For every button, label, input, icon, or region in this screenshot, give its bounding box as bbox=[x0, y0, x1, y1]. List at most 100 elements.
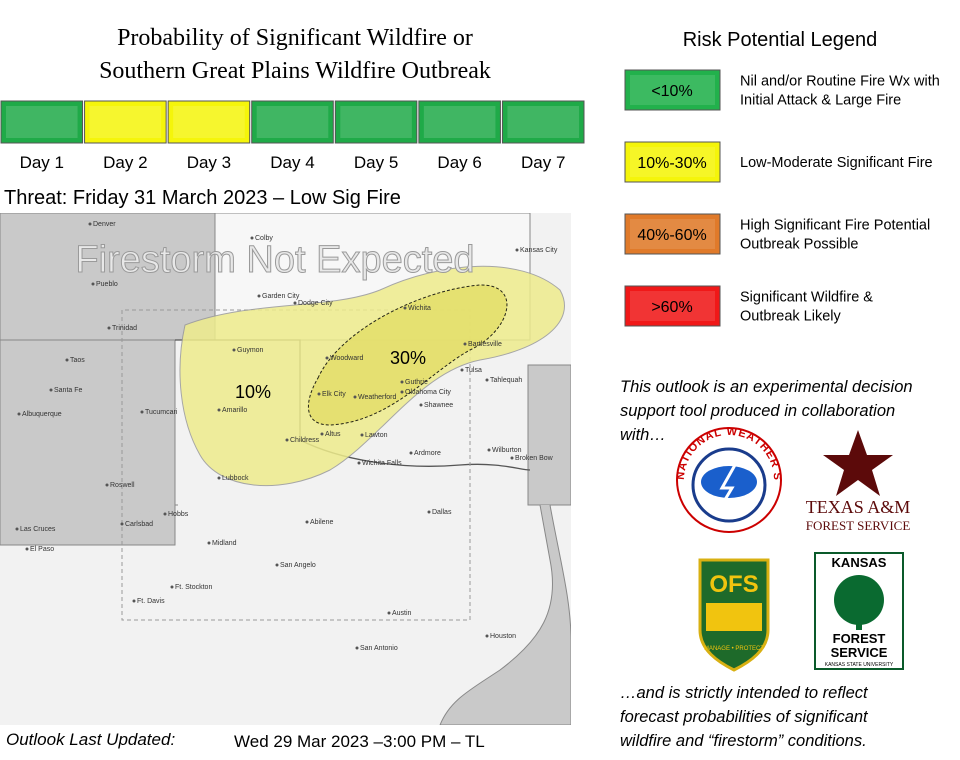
area-label: 10% bbox=[235, 382, 271, 402]
state-region bbox=[0, 504, 571, 725]
day-box-shine bbox=[423, 106, 496, 138]
day-box bbox=[334, 100, 418, 144]
closing-line: forecast probabilities of significant bbox=[620, 708, 869, 726]
city-label: Wichita Falls bbox=[362, 460, 402, 467]
logo-text: SERVICE bbox=[831, 645, 888, 660]
city-label: Tucumcari bbox=[145, 409, 178, 416]
note-line: support tool produced in collaboration bbox=[620, 402, 895, 420]
city-dot bbox=[285, 438, 289, 442]
city-dot bbox=[387, 611, 391, 615]
legend-swatch-shine bbox=[630, 291, 715, 321]
city-label: Shawnee bbox=[424, 402, 453, 409]
city-dot bbox=[353, 395, 357, 399]
state-region bbox=[527, 364, 571, 506]
city-dot bbox=[15, 527, 19, 531]
day-box bbox=[167, 100, 251, 144]
closing-line: wildfire and “firestorm” conditions. bbox=[620, 732, 867, 750]
city-dot bbox=[207, 541, 211, 545]
legend-description: Outbreak Possible bbox=[740, 237, 858, 253]
city-dot bbox=[427, 510, 431, 514]
day-box-shine bbox=[340, 106, 412, 138]
logo-text: KANSAS STATE UNIVERSITY bbox=[825, 662, 894, 668]
city-label: Dodge City bbox=[298, 300, 333, 307]
day-label: Day 4 bbox=[270, 153, 314, 172]
risk-area bbox=[307, 284, 508, 426]
legend-range: 40%-60% bbox=[637, 227, 706, 244]
legend-swatch-shine bbox=[630, 75, 715, 105]
city-dot bbox=[400, 380, 404, 384]
day-box-shine bbox=[256, 106, 329, 138]
legend-swatch bbox=[624, 141, 721, 183]
day-bar: Day 1 Day 2 Day 3 Day 4 Day 5 Day 6 Day 7 bbox=[0, 100, 585, 172]
city-dot bbox=[140, 410, 144, 414]
city-dot bbox=[403, 306, 407, 310]
city-label: Trinidad bbox=[112, 325, 137, 332]
footer-label: Outlook Last Updated: bbox=[6, 730, 175, 749]
city-label: Hobbs bbox=[168, 511, 189, 518]
day-label: Day 7 bbox=[521, 153, 565, 172]
legend-description: Nil and/or Routine Fire Wx with bbox=[740, 74, 940, 90]
day-box-shine bbox=[6, 106, 78, 138]
city-dot bbox=[217, 408, 221, 412]
city-label: Guymon bbox=[237, 347, 264, 354]
city-label: Dallas bbox=[432, 509, 452, 516]
city-label: Denver bbox=[93, 221, 116, 228]
city-dot bbox=[107, 326, 111, 330]
city-dot bbox=[275, 563, 279, 567]
city-dot bbox=[163, 512, 167, 516]
city-dot bbox=[515, 248, 519, 252]
city-dot bbox=[360, 433, 364, 437]
city-label: Tulsa bbox=[465, 367, 482, 374]
city-label: Elk City bbox=[322, 391, 346, 398]
footer-value: Wed 29 Mar 2023 –3:00 PM – TL bbox=[234, 732, 485, 751]
city-dot bbox=[250, 236, 254, 240]
city-label: Oklahoma City bbox=[405, 389, 451, 396]
city-label: Pueblo bbox=[96, 281, 118, 288]
legend-swatch-shine bbox=[630, 219, 715, 249]
city-dot bbox=[355, 646, 359, 650]
legend-swatch bbox=[624, 285, 721, 327]
day-box-shine bbox=[173, 106, 245, 138]
legend: <10% Nil and/or Routine Fire Wx with Initi… bbox=[624, 69, 940, 327]
city-dot bbox=[485, 634, 489, 638]
legend-description: High Significant Fire Potential bbox=[740, 218, 930, 234]
city-dot bbox=[170, 585, 174, 589]
closing-line: …and is strictly intended to reflect bbox=[620, 684, 869, 702]
city-dot bbox=[120, 522, 124, 526]
city-label: Ardmore bbox=[414, 450, 441, 457]
legend-description: Low-Moderate Significant Fire bbox=[740, 155, 933, 171]
city-dot bbox=[510, 456, 514, 460]
city-label: Kansas City bbox=[520, 247, 558, 254]
logo-tree bbox=[834, 575, 884, 625]
legend-swatch bbox=[624, 213, 721, 255]
day-label: Day 2 bbox=[103, 153, 147, 172]
city-label: Bartlesville bbox=[468, 341, 502, 348]
city-dot bbox=[65, 358, 69, 362]
day-box bbox=[501, 100, 585, 144]
city-dot bbox=[463, 342, 467, 346]
city-dot bbox=[460, 368, 464, 372]
city-label: Ft. Davis bbox=[137, 598, 165, 605]
city-label: Childress bbox=[290, 437, 320, 444]
map-banner: Firestorm Not Expected bbox=[75, 239, 474, 281]
city-label: Albuquerque bbox=[22, 411, 62, 418]
city-label: Altus bbox=[325, 431, 341, 438]
day-box bbox=[251, 100, 334, 144]
city-dot bbox=[409, 451, 413, 455]
city-dot bbox=[25, 547, 29, 551]
city-label: Wichita bbox=[408, 305, 431, 312]
day-label: Day 6 bbox=[437, 153, 481, 172]
title-line: Probability of Significant Wildfire or bbox=[117, 25, 473, 51]
city-dot bbox=[485, 378, 489, 382]
city-label: Austin bbox=[392, 610, 412, 617]
city-dot bbox=[320, 432, 324, 436]
city-label: Weatherford bbox=[358, 394, 396, 401]
city-dot bbox=[232, 348, 236, 352]
logo-band bbox=[706, 603, 762, 631]
city-dot bbox=[257, 294, 261, 298]
title-line: Southern Great Plains Wildfire Outbreak bbox=[99, 58, 491, 84]
legend-range: 10%-30% bbox=[637, 155, 706, 172]
city-dot bbox=[400, 390, 404, 394]
